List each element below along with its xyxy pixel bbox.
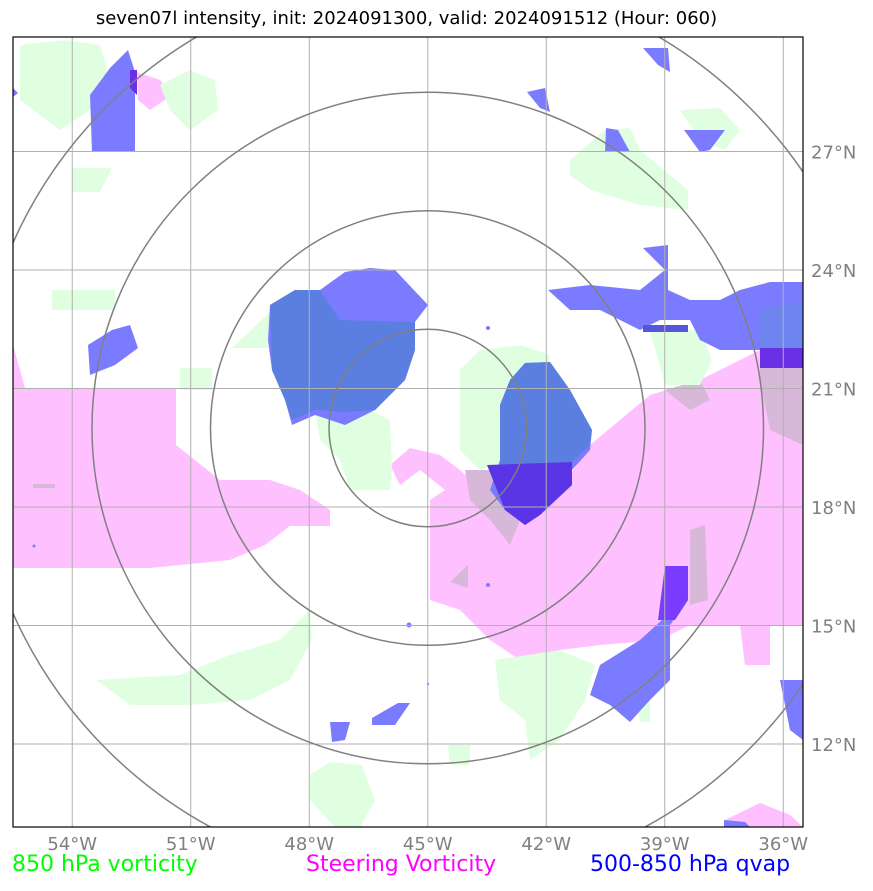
legend-850-vorticity: 850 hPa vorticity	[12, 852, 198, 877]
longitude-tick-label: 36°W	[758, 834, 808, 855]
latitude-tick-label: 21°N	[811, 380, 856, 401]
steering-vorticity-field	[13, 72, 803, 827]
longitude-tick-label: 48°W	[284, 834, 334, 855]
longitude-tick-label: 42°W	[521, 834, 571, 855]
map-frame	[12, 36, 804, 828]
vorticity-850-field	[20, 40, 740, 827]
longitude-tick-label: 39°W	[640, 834, 690, 855]
range-ring	[91, 91, 765, 765]
legend-steering-vorticity: Steering Vorticity	[306, 852, 497, 877]
longitude-tick-label: 51°W	[166, 834, 216, 855]
range-ring	[209, 210, 646, 647]
latitude-tick-label: 15°N	[811, 617, 856, 638]
latitude-tick-label: 18°N	[811, 498, 856, 519]
range-ring	[328, 328, 528, 528]
longitude-tick-label: 54°W	[47, 834, 97, 855]
latitude-tick-label: 24°N	[811, 261, 856, 282]
latitude-tick-label: 27°N	[811, 143, 856, 164]
graticule	[13, 37, 803, 827]
axis-ticks: 54°W 51°W 48°W 45°W 42°W 39°W 36°W 27°N 24°N 21°N…	[47, 143, 856, 855]
latitude-tick-label: 12°N	[811, 735, 856, 756]
legend-qvap: 500-850 hPa qvap	[590, 852, 791, 877]
qvap-overlap-field	[32, 70, 803, 686]
map-title: seven07l intensity, init: 2024091300, va…	[95, 8, 718, 29]
longitude-tick-label: 45°W	[403, 834, 453, 855]
